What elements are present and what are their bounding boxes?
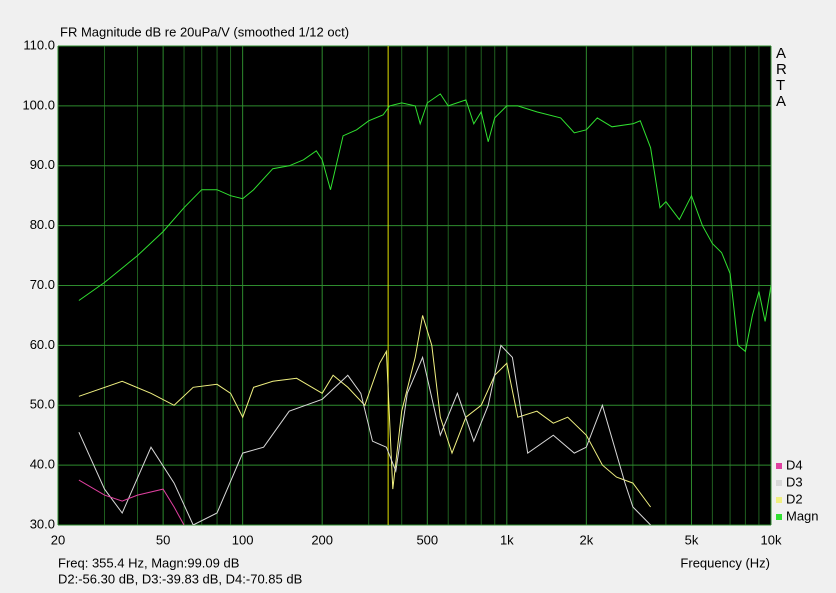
x-tick-label: 500 <box>416 532 438 547</box>
legend-swatch <box>776 514 782 520</box>
brand-letter: A <box>776 93 786 110</box>
series-group <box>78 93 771 525</box>
x-tick-label: 1k <box>500 532 514 547</box>
y-tick-label: 110.0 <box>23 37 55 52</box>
x-tick-label: 5k <box>685 532 699 547</box>
legend-label: D3 <box>786 474 803 489</box>
y-tick-label: 70.0 <box>30 277 55 292</box>
brand-letter: T <box>776 77 785 94</box>
x-tick-label: 10k <box>761 532 782 547</box>
y-tick-label: 40.0 <box>30 457 55 472</box>
readout: D2:-56.30 dB, D3:-39.83 dB, D4:-70.85 dB <box>58 571 302 586</box>
series-line <box>78 93 771 353</box>
y-tick-label: 90.0 <box>30 157 55 172</box>
x-tick-label: 2k <box>579 532 593 547</box>
series-line <box>78 479 185 525</box>
readout: Freq: 355.4 Hz, Magn:99.09 dB <box>58 555 239 570</box>
y-tick-label: 100.0 <box>22 97 55 112</box>
legend-label: Magn <box>786 508 819 523</box>
brand-letter: A <box>776 45 786 62</box>
series-line <box>78 344 651 525</box>
x-tick-label: 100 <box>232 532 254 547</box>
y-tick-label: 80.0 <box>30 217 55 232</box>
y-tick-label: 50.0 <box>30 397 55 412</box>
series-line <box>78 315 652 508</box>
legend-label: D2 <box>786 491 803 506</box>
x-tick-label: 50 <box>156 532 170 547</box>
legend-swatch <box>776 480 782 486</box>
legend-label: D4 <box>786 457 803 472</box>
brand-letter: R <box>776 61 787 78</box>
x-tick-label: 200 <box>311 532 333 547</box>
chart-title: FR Magnitude dB re 20uPa/V (smoothed 1/1… <box>60 24 349 39</box>
legend-swatch <box>776 497 782 503</box>
legend-swatch <box>776 463 782 469</box>
y-tick-label: 60.0 <box>30 337 55 352</box>
x-axis-label: Frequency (Hz) <box>680 555 770 570</box>
y-tick-label: 30.0 <box>30 516 55 531</box>
x-tick-label: 20 <box>51 532 65 547</box>
